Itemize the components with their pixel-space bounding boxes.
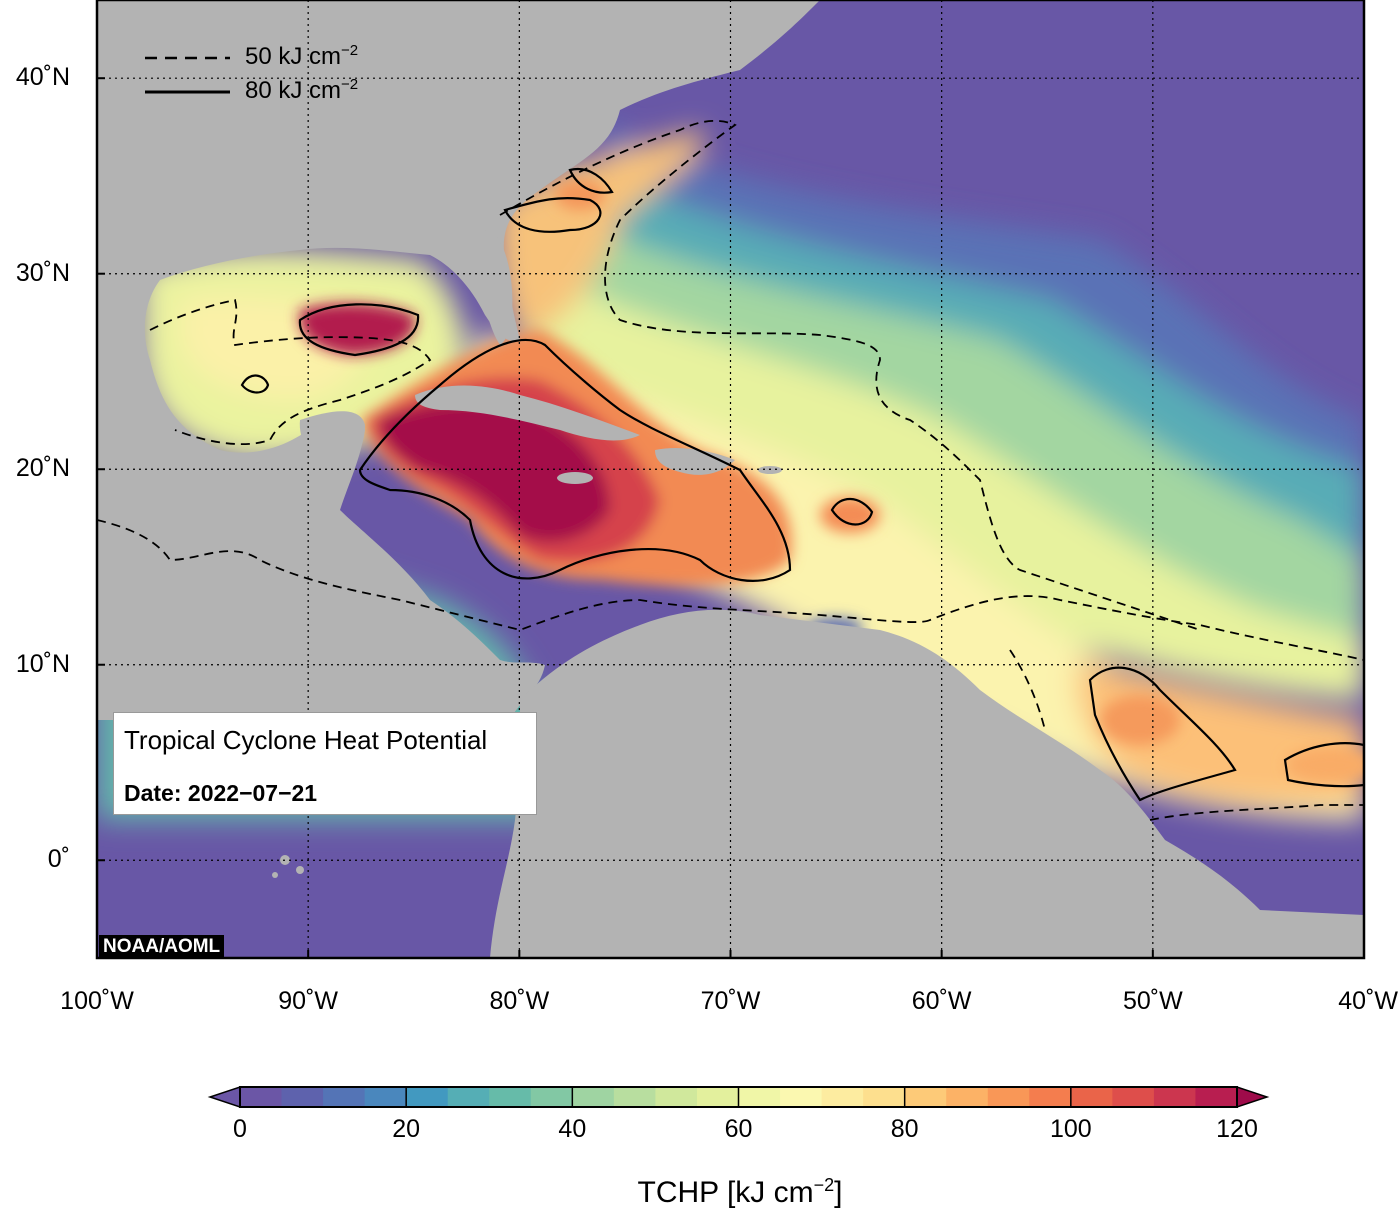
colorbar-tick-label: 120 — [1216, 1115, 1258, 1143]
contours-dashed — [97, 119, 1364, 821]
lat-tick-label: 0˚ — [47, 845, 70, 874]
colorbar-segment — [696, 1087, 740, 1107]
colorbar-under-arrow — [207, 1085, 241, 1109]
colorbar-segment — [1029, 1087, 1072, 1107]
colorbar-segment — [489, 1087, 532, 1107]
contour-80-sa1 — [1088, 666, 1237, 802]
legend-dashed-label: 50 kJ cm−2 — [245, 42, 359, 70]
lon-tick-label: 60˚W — [911, 987, 972, 1015]
contour-legend — [145, 56, 230, 94]
colorbar-segment — [987, 1087, 1030, 1107]
colorbar-segment — [904, 1087, 947, 1107]
contour-50-north — [499, 119, 1201, 631]
contours — [240, 167, 1364, 802]
contour-80-gulf — [298, 303, 420, 357]
contour-80-gs2 — [568, 167, 614, 194]
colorbar-tick-label: 40 — [558, 1115, 587, 1143]
colorbar-segment — [323, 1087, 366, 1107]
colorbar-tick-label: 60 — [724, 1115, 753, 1143]
lon-tick-label: 70˚W — [700, 987, 761, 1015]
colorbar-segment — [863, 1087, 906, 1107]
colorbar-segment — [1153, 1087, 1197, 1107]
colorbar — [207, 1085, 1270, 1109]
lon-tick-label: 50˚W — [1122, 987, 1183, 1015]
contour-80-gs — [503, 196, 602, 233]
contour-50-sa — [1009, 649, 1046, 731]
contour-50-south — [1149, 804, 1364, 821]
contour-50-main — [97, 519, 1364, 661]
colorbar-segment — [530, 1087, 573, 1107]
colorbar-segment — [946, 1087, 989, 1107]
lat-tick-label: 40˚N — [15, 63, 70, 92]
landmass — [97, 0, 1364, 958]
lon-tick-label: 100˚W — [60, 987, 134, 1015]
contour-50-gulf — [149, 298, 432, 446]
colorbar-segment — [1195, 1087, 1238, 1107]
contour-80-gulf-small — [240, 374, 270, 394]
colorbar-tick-label: 0 — [233, 1115, 247, 1143]
lat-tick-label: 30˚N — [15, 258, 70, 287]
colorbar-segment — [240, 1087, 283, 1107]
legend-solid-label: 80 kJ cm−2 — [245, 76, 359, 104]
colorbar-over-arrow — [1236, 1085, 1270, 1109]
colorbar-segment — [281, 1087, 324, 1107]
colorbar-segment — [572, 1087, 615, 1107]
colorbar-tick-label: 20 — [392, 1115, 421, 1143]
colorbar-segment — [447, 1087, 490, 1107]
colorbar-segment — [364, 1087, 407, 1107]
colorbar-segment — [1112, 1087, 1155, 1107]
colorbar-segment — [780, 1087, 823, 1107]
colorbar-segment — [655, 1087, 698, 1107]
lon-tick-label: 40˚W — [1338, 987, 1398, 1015]
contour-80-sa2 — [1283, 742, 1364, 788]
colorbar-title: TCHP [kJ cm−2] — [637, 1175, 843, 1209]
lat-tick-label: 20˚N — [15, 454, 70, 483]
colorbar-segment — [613, 1087, 657, 1107]
map-date: Date: 2022−07−21 — [124, 780, 318, 806]
colorbar-segment — [738, 1087, 781, 1107]
colorbar-segment — [406, 1087, 449, 1107]
contour-80-atlantic — [830, 497, 874, 526]
colorbar-segment — [821, 1087, 864, 1107]
credit-label: NOAA/AOML — [99, 935, 225, 959]
lat-tick-label: 10˚N — [15, 649, 70, 678]
axis-ticks — [96, 77, 1365, 958]
colorbar-segment — [1070, 1087, 1113, 1107]
info-box: Tropical Cyclone Heat Potential Date: 20… — [113, 712, 537, 815]
map-title: Tropical Cyclone Heat Potential — [124, 725, 488, 755]
lon-tick-label: 90˚W — [278, 987, 339, 1015]
colorbar-tick-label: 100 — [1049, 1115, 1092, 1143]
colorbar-tick-label: 80 — [890, 1115, 919, 1143]
lon-tick-label: 80˚W — [489, 987, 550, 1015]
contour-80-caribbean — [358, 338, 792, 582]
